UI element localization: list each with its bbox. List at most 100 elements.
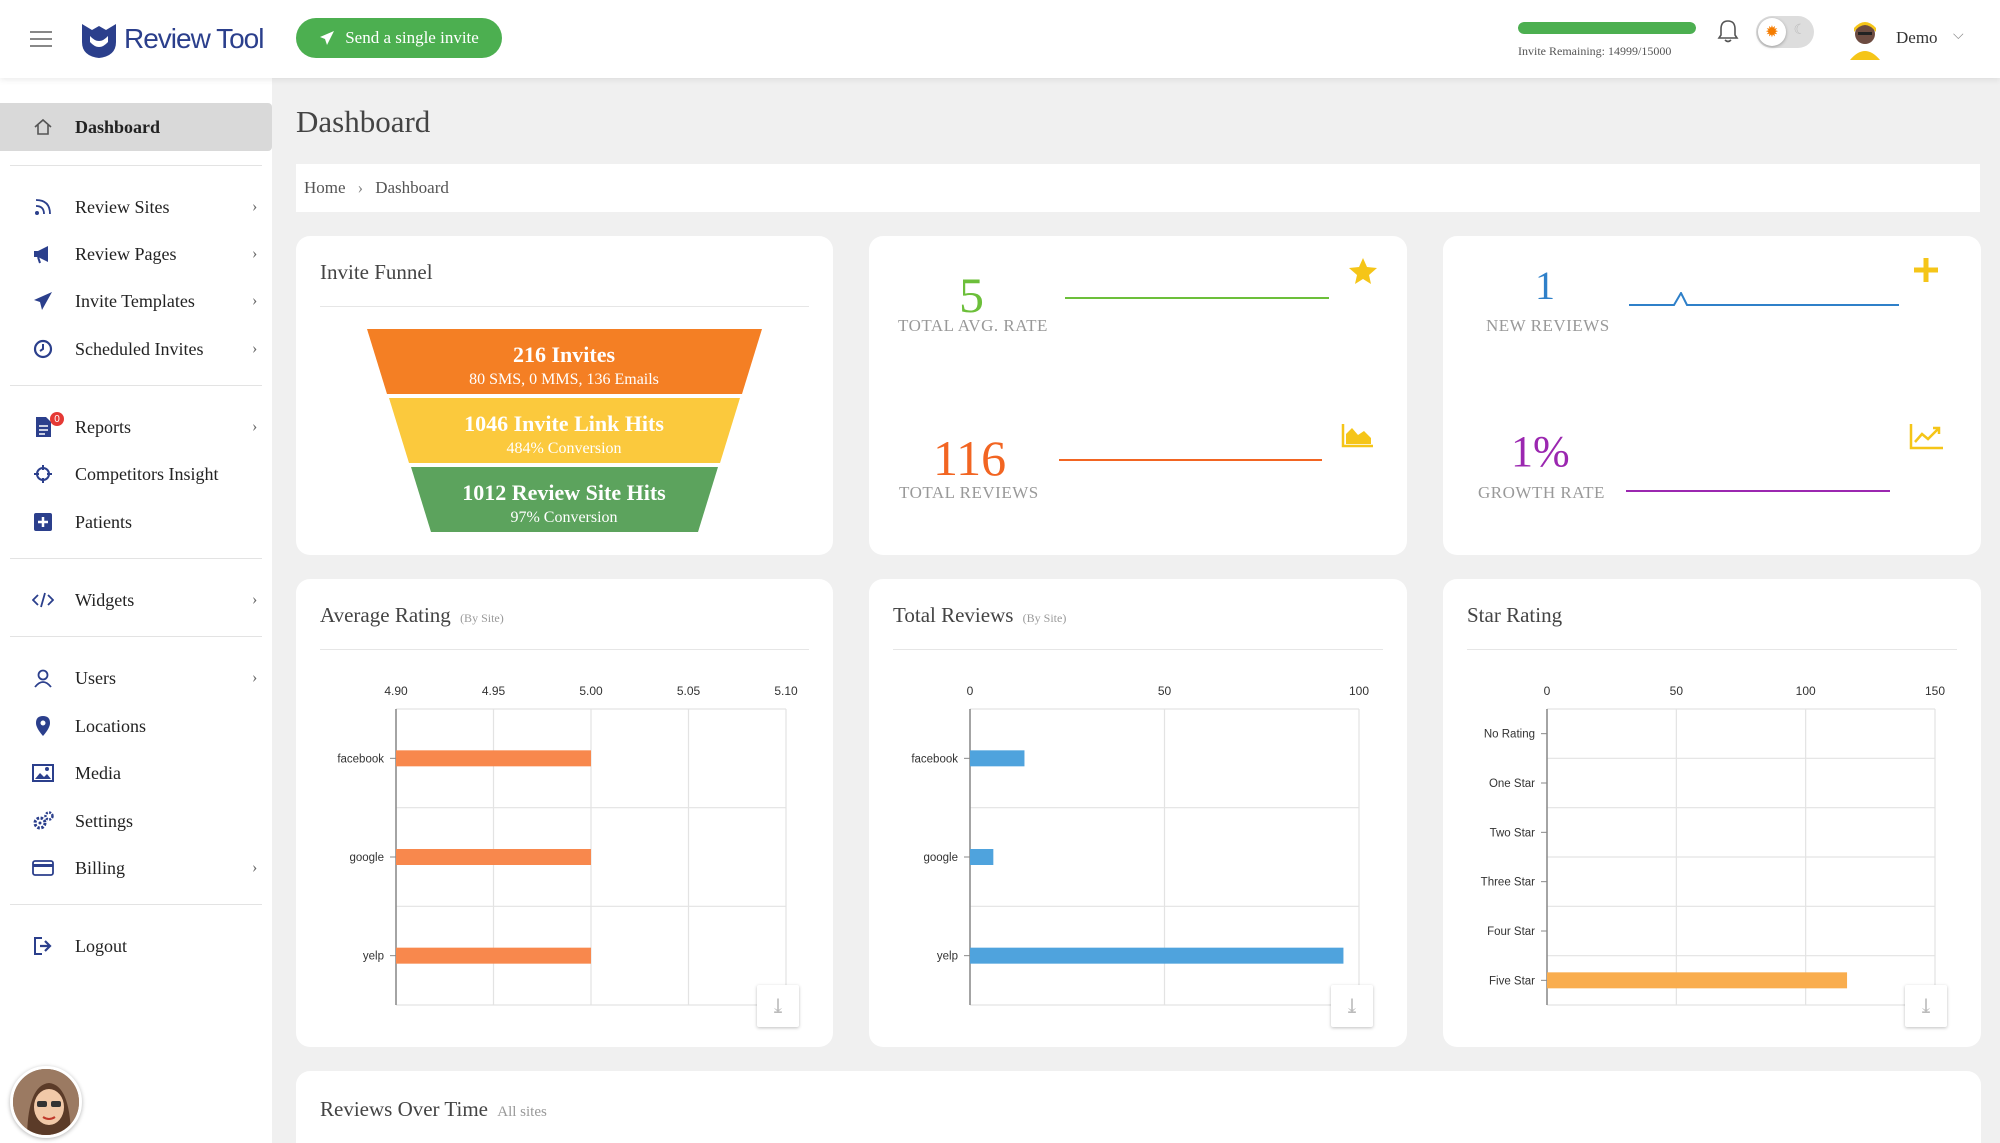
tick-label: 5.00 (579, 684, 603, 698)
category-label: facebook (911, 753, 958, 765)
bar[interactable] (970, 849, 994, 865)
sidebar-item-logout[interactable]: Logout (0, 923, 272, 969)
sidebar-item-label: Review Sites (75, 196, 170, 217)
tick-label: 0 (1544, 684, 1551, 698)
sidebar-divider (10, 558, 262, 559)
sidebar-item-label: Review Pages (75, 243, 177, 264)
category-label: Four Star (1487, 926, 1535, 938)
chevron-down-icon[interactable]: ⌵ (1953, 28, 1964, 43)
category-label: Two Star (1490, 827, 1536, 839)
bar[interactable] (396, 947, 591, 964)
category-label: yelp (937, 951, 958, 963)
map-pin-icon (32, 715, 54, 737)
tick-label: 150 (1925, 684, 1945, 698)
support-avatar[interactable] (10, 1066, 82, 1138)
sidebar-item-label: Patients (75, 511, 132, 532)
category-label: yelp (363, 951, 384, 963)
chart-subtitle: (By Site) (1022, 611, 1067, 625)
star-icon (1349, 258, 1377, 284)
logout-icon (32, 935, 54, 957)
sidebar: Dashboard Review Sites › Review Pages › … (0, 78, 272, 1143)
new-reviews-value: 1 (1535, 263, 1555, 308)
total-reviews-label: TOTAL REVIEWS (899, 483, 1039, 502)
download-icon[interactable]: ⤓ (1331, 985, 1373, 1027)
category-label: google (923, 852, 958, 864)
card-title: Average Rating (By Site) (320, 603, 504, 628)
sidebar-item-review-pages[interactable]: Review Pages › (0, 231, 272, 277)
bar[interactable] (396, 750, 591, 767)
tick-label: 50 (1158, 684, 1172, 698)
average-rating-card: Average Rating (By Site) 4.90 4.95 5.00 5.0… (296, 579, 833, 1047)
chevron-right-icon: › (252, 292, 258, 309)
chevron-right-icon: › (252, 669, 258, 686)
invite-funnel-card: Invite Funnel 216 Invites 80 SMS, 0 MMS,… (296, 236, 833, 555)
total-avg-rate-value: 5 (959, 267, 984, 323)
sidebar-divider (10, 385, 262, 386)
logo-icon (82, 24, 116, 58)
logo[interactable]: Review Tool (78, 18, 264, 60)
category-label: No Rating (1484, 729, 1535, 741)
bar[interactable] (1547, 972, 1848, 989)
user-name[interactable]: Demo (1896, 28, 1938, 47)
sidebar-item-locations[interactable]: Locations (0, 703, 272, 749)
sidebar-item-label: Settings (75, 810, 134, 831)
tick-label: 5.10 (774, 684, 798, 698)
bar[interactable] (970, 947, 1344, 964)
moon-icon: ☾ (1793, 23, 1806, 38)
sidebar-item-scheduled-invites[interactable]: Scheduled Invites › (0, 326, 272, 372)
invite-remaining-fill (1518, 22, 1696, 34)
sidebar-item-review-sites[interactable]: Review Sites › (0, 184, 272, 230)
sidebar-item-billing[interactable]: Billing › (0, 845, 272, 891)
download-icon[interactable]: ⤓ (1905, 985, 1947, 1027)
sidebar-item-label: Dashboard (75, 116, 161, 137)
sidebar-item-invite-templates[interactable]: Invite Templates › (0, 278, 272, 324)
sidebar-item-dashboard[interactable]: Dashboard (0, 103, 272, 151)
download-icon[interactable]: ⤓ (757, 985, 799, 1027)
funnel-stage-main: 216 Invites (513, 342, 616, 367)
sidebar-item-media[interactable]: Media (0, 750, 272, 796)
rating-stats-card: 5 TOTAL AVG. RATE 116 TOTAL REVIEWS (869, 236, 1407, 555)
sidebar-item-widgets[interactable]: Widgets › (0, 577, 272, 623)
total-avg-rate-label: TOTAL AVG. RATE (898, 316, 1048, 335)
category-label: Three Star (1481, 877, 1535, 889)
reviews-over-time-card: Reviews Over Time All sites (296, 1071, 1981, 1143)
category-label: One Star (1489, 778, 1535, 790)
tick-label: 100 (1349, 684, 1369, 698)
sidebar-item-patients[interactable]: Patients (0, 499, 272, 545)
growth-rate-label: GROWTH RATE (1478, 483, 1605, 502)
user-avatar[interactable] (1846, 18, 1884, 60)
tick-label: 100 (1796, 684, 1816, 698)
growth-stats-card: 1 NEW REVIEWS 1% GROWTH RATE (1443, 236, 1981, 555)
code-icon (32, 589, 54, 611)
sidebar-item-reports[interactable]: 0 Reports › (0, 404, 272, 450)
funnel-stage-sub: 484% Conversion (506, 440, 621, 457)
breadcrumb-home[interactable]: Home (304, 178, 346, 197)
tick-label: 50 (1670, 684, 1684, 698)
total-reviews-value: 116 (933, 430, 1007, 486)
bell-icon[interactable] (1716, 18, 1740, 44)
hamburger-menu-icon[interactable] (30, 31, 52, 47)
tick-label: 5.05 (677, 684, 701, 698)
send-single-invite-button[interactable]: Send a single invite (296, 18, 502, 58)
credit-card-icon (32, 857, 54, 879)
megaphone-icon (32, 243, 54, 265)
chevron-right-icon: › (252, 418, 258, 435)
funnel-stage-sub: 80 SMS, 0 MMS, 136 Emails (469, 371, 659, 388)
bar[interactable] (396, 849, 591, 865)
sidebar-item-competitors-insight[interactable]: Competitors Insight (0, 451, 272, 497)
breadcrumb: Home › Dashboard (296, 164, 1980, 212)
card-title: Star Rating (1467, 603, 1562, 628)
paper-plane-icon (32, 290, 54, 312)
invite-remaining: Invite Remaining: 14999/15000 (1518, 22, 1696, 59)
chart-subtitle: (By Site) (460, 611, 504, 625)
theme-toggle[interactable]: ✹ ☾ (1756, 16, 1814, 48)
sidebar-item-users[interactable]: Users › (0, 655, 272, 701)
total-reviews-sparkline (1059, 459, 1322, 461)
top-bar: Review Tool Send a single invite Invite … (0, 0, 2000, 78)
sidebar-item-label: Billing (75, 857, 126, 878)
sidebar-item-label: Competitors Insight (75, 463, 219, 484)
sidebar-item-settings[interactable]: Settings (0, 798, 272, 844)
tick-label: 4.90 (384, 684, 408, 698)
card-divider (893, 649, 1383, 650)
bar[interactable] (970, 750, 1025, 767)
